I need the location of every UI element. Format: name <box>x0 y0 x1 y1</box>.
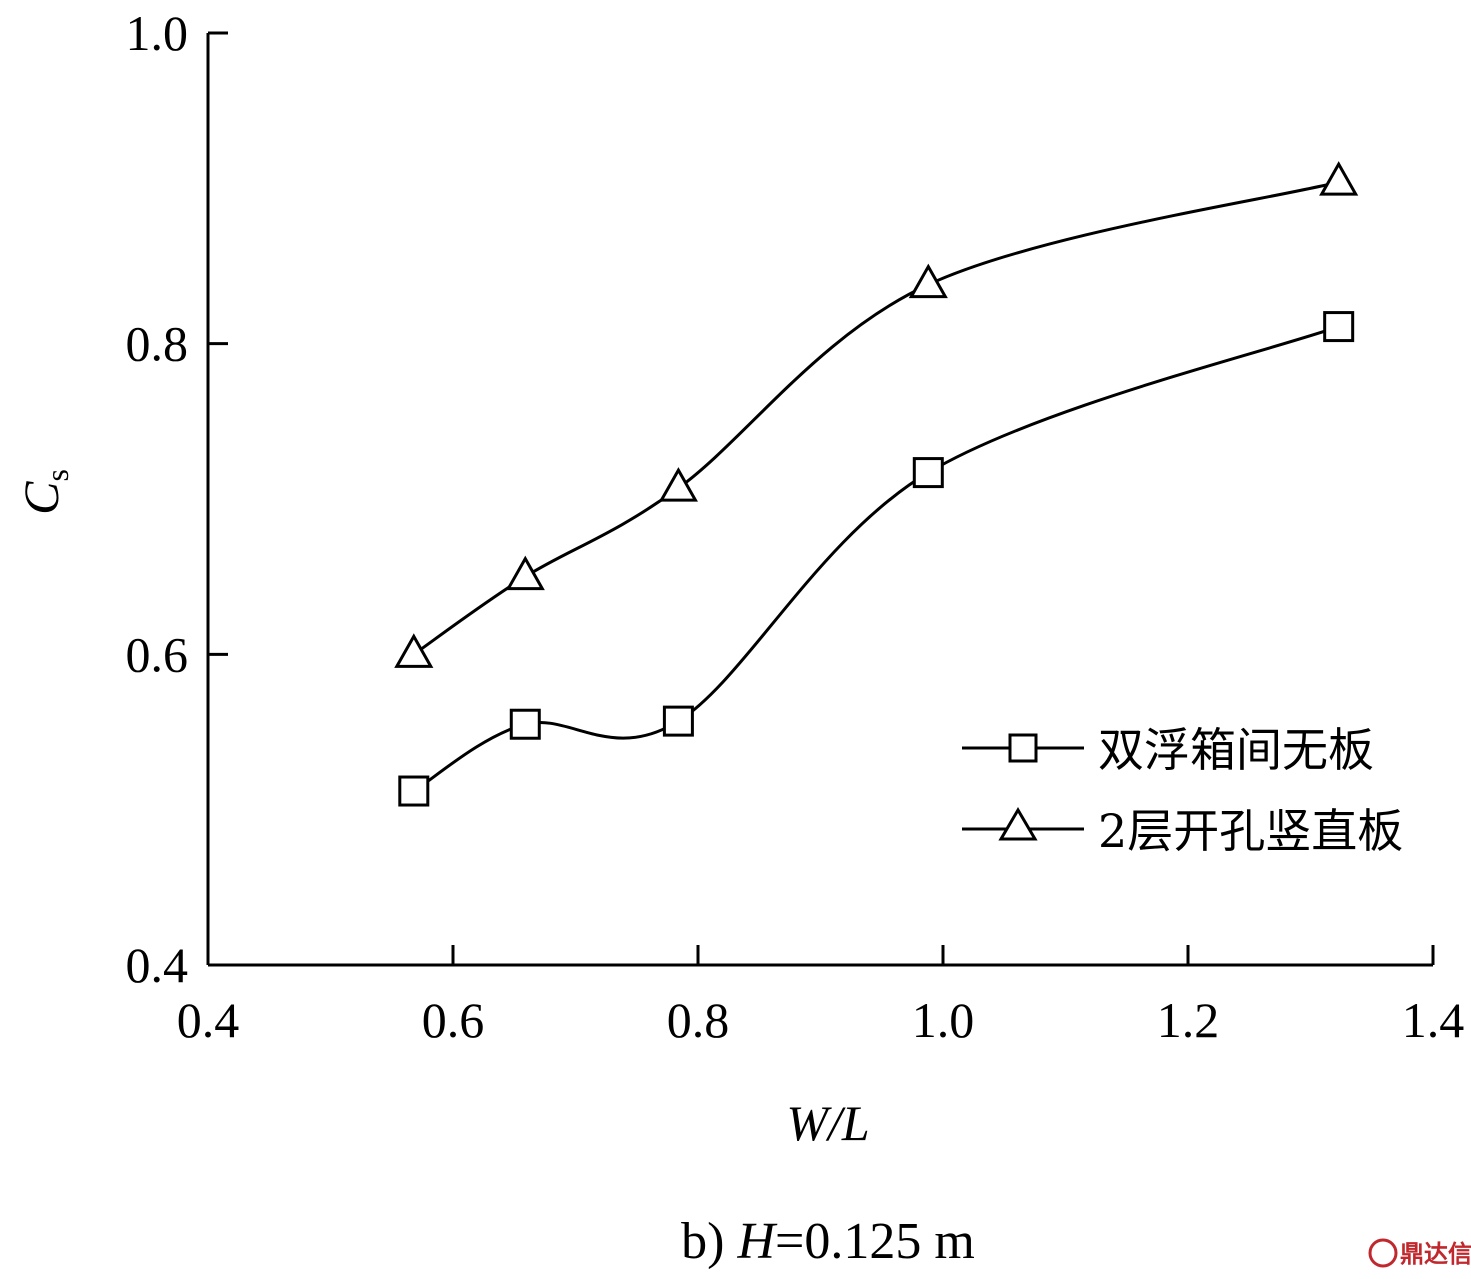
figure-caption: b) H=0.125 m <box>681 1213 975 1270</box>
x-tick-label: 1.4 <box>1402 992 1465 1048</box>
data-point-triangle <box>908 263 948 299</box>
y-tick-label: 1.0 <box>126 5 189 61</box>
x-tick-label: 0.6 <box>422 992 485 1048</box>
x-axis-title: W/L <box>786 1095 869 1151</box>
series-lines <box>412 180 1340 793</box>
watermark-logo: 鼎达信 <box>1368 1238 1471 1268</box>
data-point-triangle <box>505 555 545 591</box>
caption-prefix: b) <box>681 1213 737 1270</box>
legend-label-series-2: 2层开孔竖直板 <box>1098 804 1403 858</box>
data-point-square <box>509 708 541 740</box>
series-line-2 <box>412 180 1340 656</box>
axes: 0.4 0.6 0.8 1.0 1.2 1.4 0.4 0.6 0.8 1.0 <box>126 5 1465 1048</box>
caption-rest: =0.125 m <box>775 1213 975 1270</box>
svg-text:Cs: Cs <box>13 469 75 515</box>
y-axis-title-sub: s <box>39 469 75 481</box>
y-tick-label: 0.6 <box>126 626 189 682</box>
legend: 双浮箱间无板 2层开孔竖直板 <box>962 723 1403 858</box>
data-point-square <box>912 457 944 489</box>
y-tick-label: 0.4 <box>126 937 189 993</box>
watermark-icon <box>1368 1238 1398 1268</box>
y-tick-label: 0.8 <box>126 316 189 372</box>
y-axis-title-main: C <box>13 481 69 515</box>
x-tick-label: 0.8 <box>667 992 730 1048</box>
data-point-triangle <box>394 633 434 668</box>
data-point-square <box>662 705 694 737</box>
caption-variable: H <box>736 1213 777 1270</box>
y-axis-title: Cs <box>13 469 75 515</box>
series-line-1 <box>413 325 1340 793</box>
legend-triangle-icon <box>998 807 1038 841</box>
x-tick-label: 0.4 <box>177 992 240 1048</box>
data-point-square <box>1323 311 1355 343</box>
x-tick-label: 1.0 <box>912 992 975 1048</box>
data-point-triangle <box>1319 161 1359 196</box>
data-point-square <box>398 775 430 807</box>
watermark-text: 鼎达信 <box>1400 1240 1471 1268</box>
data-point-triangle <box>658 467 698 502</box>
legend-square-icon <box>1008 733 1038 763</box>
series-markers <box>394 161 1359 807</box>
legend-label-series-1: 双浮箱间无板 <box>1098 723 1374 777</box>
x-tick-label: 1.2 <box>1157 992 1220 1048</box>
